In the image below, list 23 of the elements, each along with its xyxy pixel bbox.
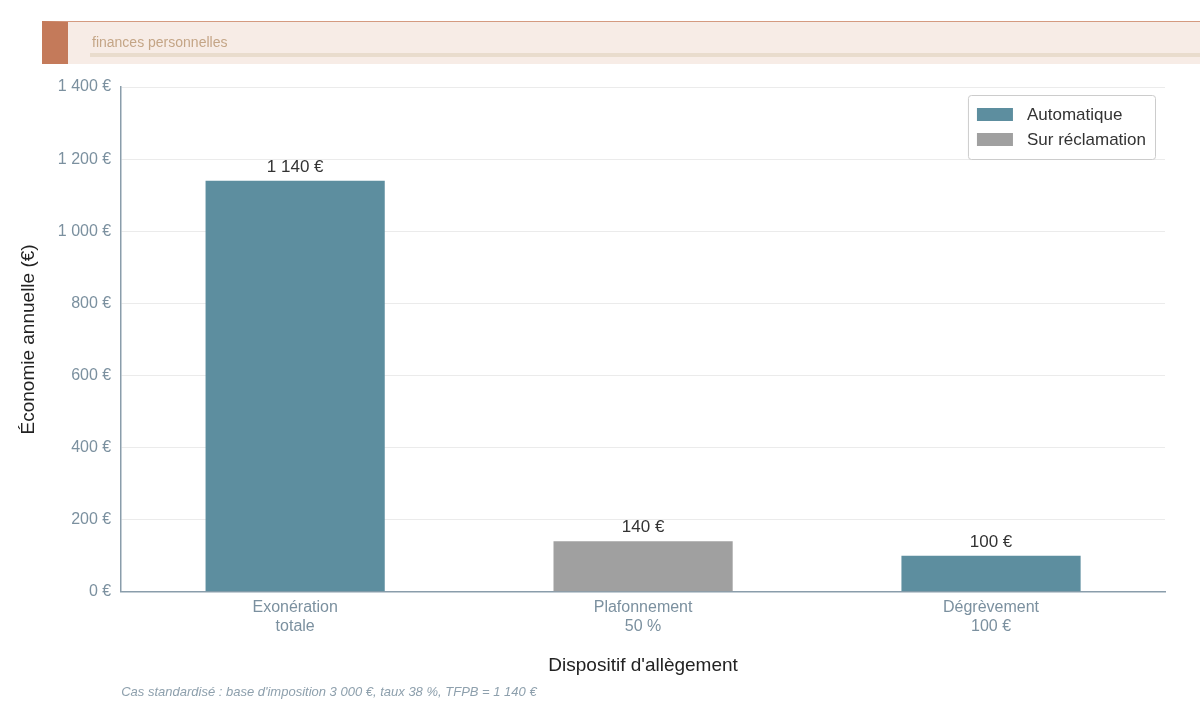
chart-subtitle: finances personnelles: [92, 34, 228, 51]
x-tick-label: Plafonnement 50 %: [593, 597, 694, 635]
bar: [553, 541, 733, 592]
x-axis-title: Dispositif d'allègement: [548, 653, 739, 675]
y-axis-title: Économie annuelle (€): [16, 244, 38, 435]
data-label: 1 140 €: [266, 156, 325, 176]
y-tick-label: 800 €: [71, 293, 112, 311]
y-tick-label: 0 €: [88, 582, 112, 600]
y-tick-label: 600 €: [71, 365, 112, 383]
y-tick-label: 400 €: [71, 437, 112, 455]
y-tick-label: 1 000 €: [57, 221, 112, 239]
x-tick-label: Exonération totale: [252, 597, 338, 635]
x-tick-label: Dégrèvement 100 €: [943, 597, 1040, 635]
text: Cas standardisé : base d'imposition 3 000 €, taux 38 %, TFPB = 1 140 €: [121, 684, 538, 699]
y-tick-label: 1 400 €: [57, 77, 112, 95]
y-tick-label: 200 €: [71, 510, 112, 528]
bar: [901, 555, 1081, 592]
data-label: 100 €: [969, 531, 1013, 551]
legend-label: Automatique: [1026, 105, 1123, 125]
data-label: 140 €: [621, 517, 665, 537]
y-tick-label: 1 200 €: [57, 149, 112, 167]
bar: [205, 180, 385, 592]
legend-label: Sur réclamation: [1026, 130, 1147, 150]
